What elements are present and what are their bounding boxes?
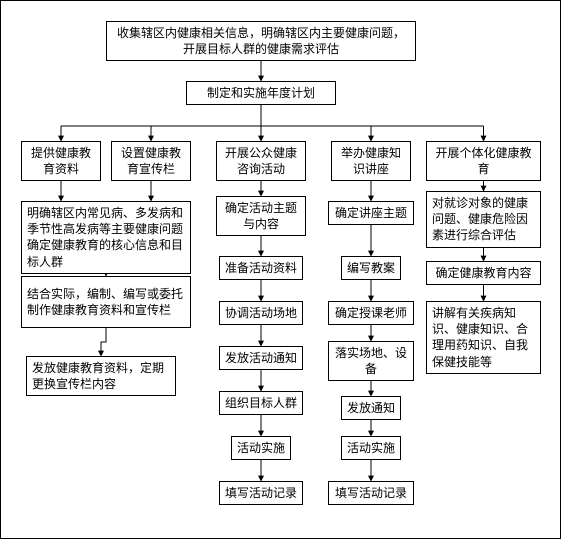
node-plan: 制定和实施年度计划 <box>186 81 336 105</box>
node-c3: 开展公众健康咨询活动 <box>216 141 306 181</box>
node-c5: 开展个体化健康教育 <box>426 141 541 181</box>
node-b3d: 发放活动通知 <box>219 346 303 370</box>
node-c1: 提供健康教育资料 <box>21 141 101 181</box>
flowchart-canvas: 收集辖区内健康相关信息，明确辖区内主要健康问题，开展目标人群的健康需求评估制定和… <box>0 0 561 539</box>
node-root: 收集辖区内健康相关信息，明确辖区内主要健康问题，开展目标人群的健康需求评估 <box>106 21 416 61</box>
node-b4c: 确定授课老师 <box>328 301 414 325</box>
node-b1c: 发放健康教育资料，定期更换宣传栏内容 <box>26 356 176 396</box>
node-b3e: 组织目标人群 <box>219 391 303 415</box>
node-b4g: 填写活动记录 <box>328 481 414 505</box>
node-c4: 举办健康知识讲座 <box>331 141 411 181</box>
node-b3g: 填写活动记录 <box>219 481 303 505</box>
node-b3f: 活动实施 <box>231 436 291 460</box>
node-b1b: 结合实际，编制、编写或委托制作健康教育资料和宣传栏 <box>21 276 191 328</box>
node-c2: 设置健康教育宣传栏 <box>111 141 191 181</box>
node-b3b: 准备活动资料 <box>219 256 303 280</box>
node-b4d: 落实场地、设备 <box>328 341 414 381</box>
node-b5a: 对就诊对象的健康问题、健康危险因素进行综合评估 <box>426 191 541 248</box>
node-b4f: 活动实施 <box>341 436 401 460</box>
node-b3a: 确定活动主题与内容 <box>216 196 306 236</box>
node-b4e: 发放通知 <box>341 396 401 420</box>
node-b4b: 编写教案 <box>341 256 401 280</box>
node-b5b: 确定健康教育内容 <box>426 261 541 285</box>
node-b4a: 确定讲座主题 <box>328 201 414 225</box>
node-b1a: 明确辖区内常见病、多发病和季节性高发病等主要健康问题确定健康教育的核心信息和目标… <box>21 201 191 274</box>
node-b5c: 讲解有关疾病知识、健康知识、合理用药知识、自我保健技能等 <box>426 301 541 374</box>
node-b3c: 协调活动场地 <box>219 301 303 325</box>
